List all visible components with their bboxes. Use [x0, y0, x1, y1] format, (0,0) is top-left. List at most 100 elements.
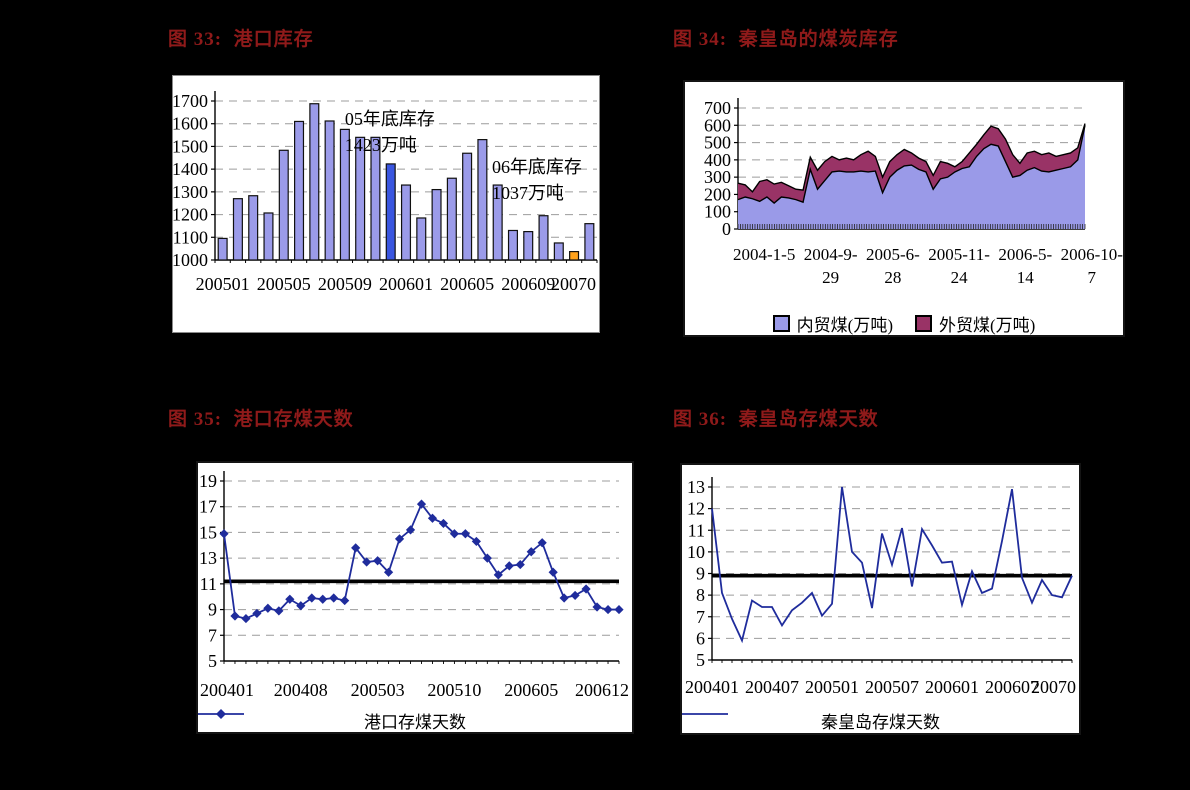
bar-200601 [400, 184, 412, 261]
y-tick-label: 1600 [173, 114, 208, 134]
x-tick-label: 200612 [575, 680, 629, 700]
x-axis-labels: 2004-1-5 2004-9- 29 2005-6- 28 2005-11- 24 2006… [733, 243, 1123, 289]
bar-200611 [553, 242, 564, 261]
legend-label: 港口存煤天数 [364, 713, 466, 732]
y-tick-label: 1000 [173, 250, 208, 270]
bar-200508 [324, 120, 335, 261]
y-tick-label: 5 [696, 650, 705, 670]
figure-33-title: 图 33: 港口库存 [168, 29, 314, 50]
bar-200605 [462, 152, 473, 261]
y-tick-label: 1100 [173, 227, 208, 247]
bar-200512 [385, 163, 396, 261]
figure-35-panel: 19 17 15 13 11 9 7 5 200401 200408 200503 200510 200… [196, 461, 634, 734]
legend-item: 内贸煤(万吨) [772, 311, 893, 335]
figure-35-title: 图 35: 港口存煤天数 [168, 409, 354, 430]
x-tick-label: 20070 [551, 274, 596, 294]
x-tick-label: 200408 [274, 680, 328, 700]
x-tick-label: 200509 [318, 274, 372, 294]
y-tick-label: 100 [704, 202, 731, 222]
y-tick-label: 1700 [173, 91, 208, 111]
bar-200610 [538, 215, 549, 261]
x-tick-label: 200510 [427, 680, 481, 700]
data-line [711, 486, 1073, 644]
bar-200607 [492, 184, 503, 261]
port-coal-days-line-chart: 19 17 15 13 11 9 7 5 200401 200408 200503 200510 200… [199, 471, 629, 700]
x-tick-label: 200501 [196, 274, 250, 294]
legend: 港口存煤天数 [198, 708, 632, 732]
figure-34-title: 图 34: 秦皇岛的煤炭库存 [673, 29, 899, 50]
y-tick-label: 10 [687, 542, 705, 562]
legend-item: 港口存煤天数 [198, 708, 466, 732]
diamond-markers [219, 499, 624, 624]
figure-33-panel: 1700 1600 1500 1400 1300 1200 1100 1000 200501 20… [172, 75, 600, 333]
y-tick-label: 1500 [173, 136, 208, 156]
annotations: 05年底库存 1423万吨 06年底库存 1037万吨 [345, 109, 582, 203]
legend-swatch [772, 315, 790, 332]
y-tick-label: 400 [704, 150, 731, 170]
y-tick-label: 17 [199, 497, 217, 517]
area-series [737, 123, 1086, 229]
x-tick-label: 200503 [351, 680, 405, 700]
y-tick-label: 8 [696, 585, 705, 605]
x-period-label: 2004-1-5 [733, 245, 796, 264]
x-tick-label: 200401 [685, 677, 739, 697]
legend: 内贸煤(万吨) 外贸煤(万吨) [685, 311, 1123, 335]
bar-200612 [569, 250, 580, 261]
x-tick-label: 200601 [379, 274, 433, 294]
series-foreign-area [738, 123, 1085, 204]
x-tick-label: 200605 [504, 680, 558, 700]
bar-200606 [477, 139, 488, 261]
y-tick-label: 13 [199, 548, 217, 568]
y-tick-label: 11 [688, 520, 705, 540]
legend-item: 秦皇岛存煤天数 [682, 708, 940, 733]
x-tick-label: 200601 [925, 677, 979, 697]
bar-200503 [248, 195, 259, 261]
y-tick-label: 11 [200, 574, 217, 594]
legend-line-sample [198, 709, 244, 719]
y-tick-label: 5 [208, 651, 217, 671]
x-tick-label: 200607 [985, 677, 1039, 697]
x-tick-label: 200605 [440, 274, 494, 294]
x-tick-label: 200609 [501, 274, 555, 294]
annotation-text: 1423万吨 [345, 135, 417, 155]
y-tick-label: 200 [704, 184, 731, 204]
y-tick-label: 9 [696, 564, 705, 584]
minor-ticks [737, 224, 1086, 229]
x-period-label: 2005-6- 28 [866, 245, 920, 287]
bar-200608 [507, 229, 518, 261]
y-tick-label: 9 [208, 600, 217, 620]
x-tick-label: 200505 [257, 274, 311, 294]
bar-200501 [217, 237, 228, 261]
legend: 秦皇岛存煤天数 [682, 708, 1079, 733]
y-tick-label: 300 [704, 167, 731, 187]
y-tick-label: 12 [687, 499, 705, 519]
bar-200507 [309, 103, 320, 261]
figure-36-title: 图 36: 秦皇岛存煤天数 [673, 409, 879, 430]
bar-200504 [263, 212, 274, 261]
bar-200701 [584, 223, 595, 261]
minor-ticks [223, 661, 620, 664]
bar-200502 [232, 198, 243, 261]
y-tick-label: 7 [208, 625, 217, 645]
x-axis-labels: 200501 200505 200509 200601 200605 2006092007… [196, 274, 596, 294]
bar-200510 [355, 136, 366, 261]
bar-200609 [523, 231, 534, 261]
y-tick-label: 6 [696, 628, 705, 648]
bar-200506 [294, 120, 305, 261]
x-tick-label: 200507 [865, 677, 919, 697]
bars [214, 103, 598, 263]
x-period-label: 2004-9- 29 [803, 245, 858, 287]
y-tick-label: 600 [704, 115, 731, 135]
y-tick-label: 19 [199, 471, 217, 491]
y-tick-label: 500 [704, 133, 731, 153]
x-tick-label: 200401 [200, 680, 254, 700]
x-period-label: 2005-11- 24 [928, 245, 990, 287]
legend-swatch [915, 315, 932, 332]
y-tick-label: 15 [199, 522, 217, 542]
y-tick-label: 0 [722, 219, 731, 239]
